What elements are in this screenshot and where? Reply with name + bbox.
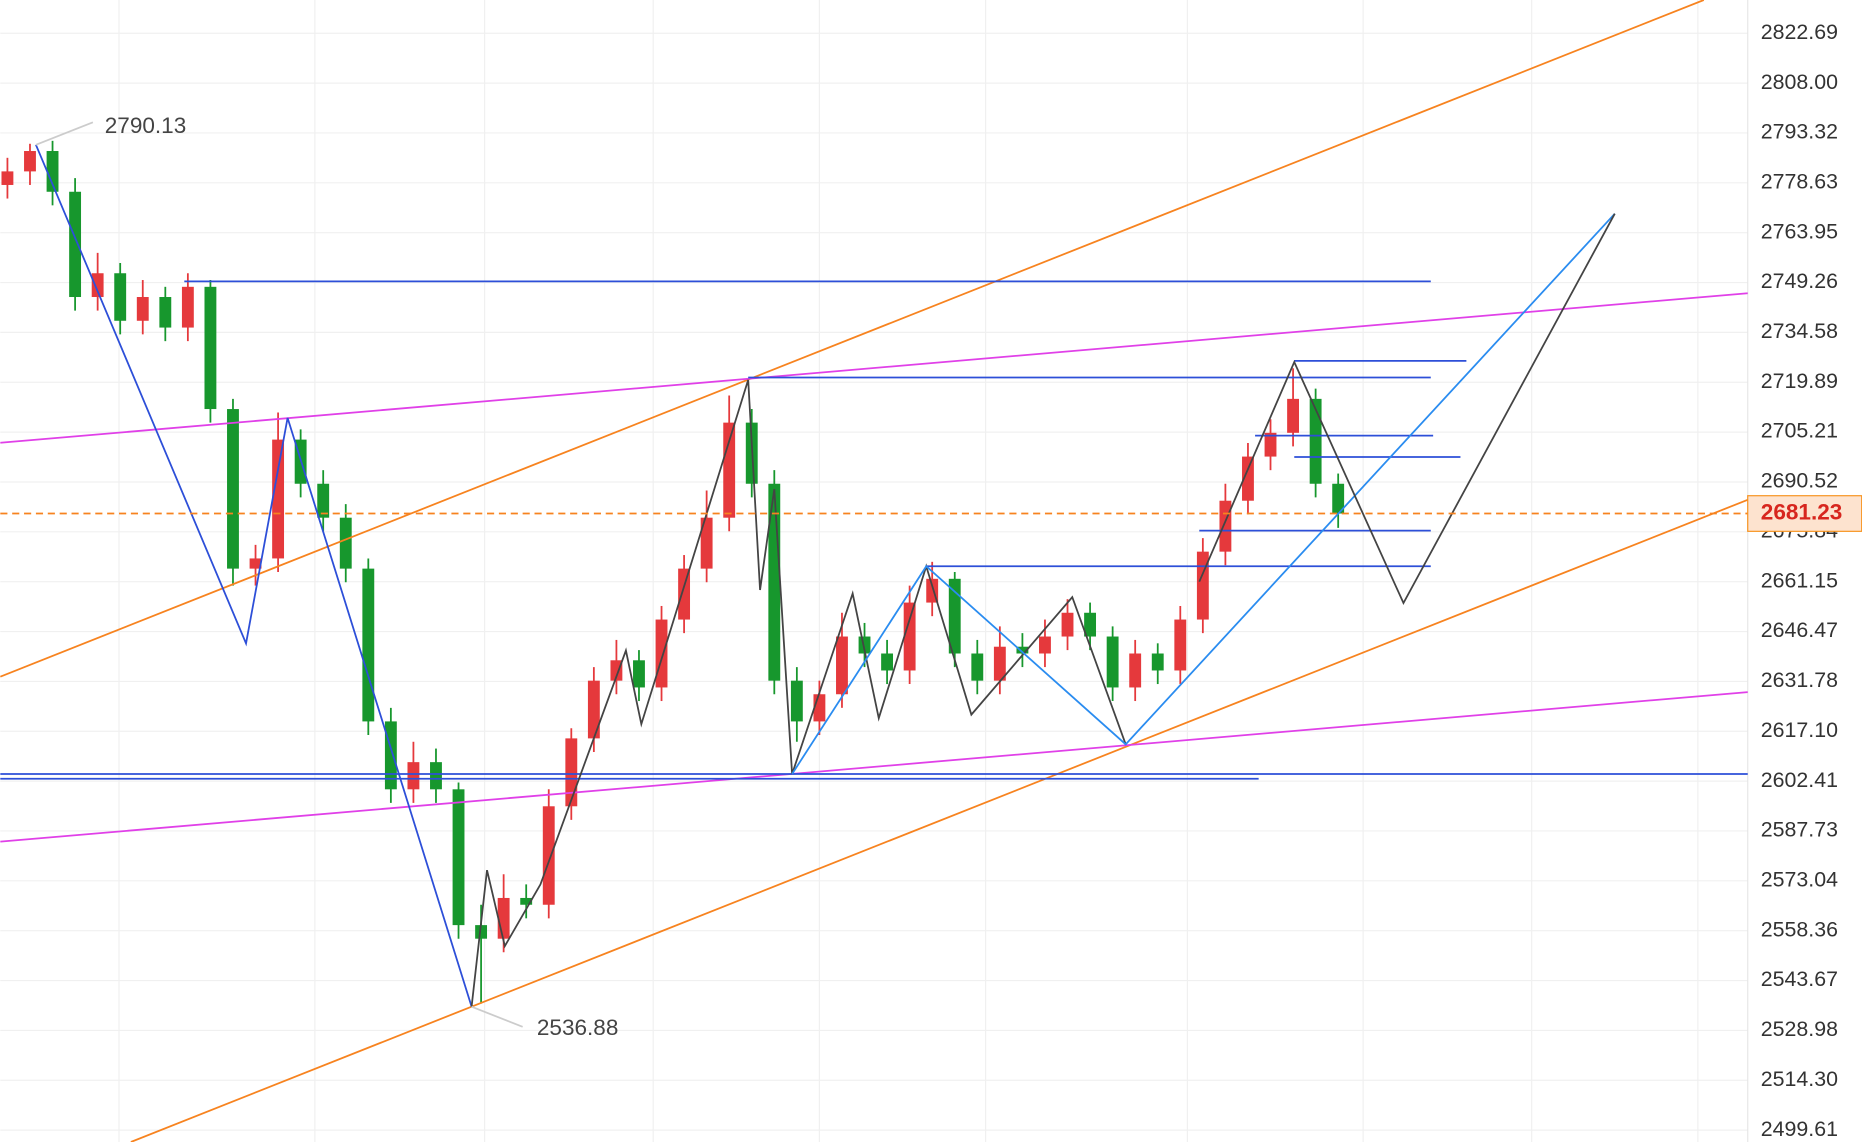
vertical-grid [118, 0, 1699, 1142]
grid [0, 32, 1748, 1131]
candle-body [1332, 483, 1345, 514]
y-tick-label: 2646.47 [1761, 618, 1838, 642]
y-tick-label: 2587.73 [1761, 818, 1838, 842]
candle-body [858, 636, 871, 654]
candle-body [204, 286, 217, 410]
candle-body [1242, 456, 1254, 501]
candles [1, 140, 1345, 1004]
candle-body [1016, 646, 1029, 654]
candle-body [610, 660, 623, 681]
candle-body [1309, 398, 1322, 484]
high-annotation: 2790.13 [105, 113, 187, 138]
y-tick-label: 2749.26 [1761, 269, 1838, 293]
candle-body [69, 191, 82, 298]
candle-body [1151, 653, 1164, 671]
y-tick-label: 2822.69 [1761, 20, 1838, 44]
candle-body [587, 680, 600, 739]
candle-body [317, 483, 330, 518]
candle-body [475, 925, 488, 939]
candle-body [520, 897, 533, 905]
candle-body [881, 653, 894, 671]
candle-body [497, 897, 510, 939]
candle-body [1219, 500, 1232, 552]
y-tick-label: 2631.78 [1761, 668, 1838, 692]
candle-body [948, 578, 961, 654]
candle-body [542, 806, 555, 905]
y-tick-label: 2573.04 [1761, 867, 1838, 891]
y-tick-label: 2808.00 [1761, 70, 1838, 94]
y-tick-label: 2514.30 [1761, 1067, 1838, 1091]
candle-body [1106, 636, 1119, 688]
y-tick-label: 2617.10 [1761, 718, 1838, 742]
y-tick-label: 2793.32 [1761, 120, 1838, 144]
candle-body [1196, 551, 1209, 620]
candle-body [903, 602, 916, 671]
low-annotation: 2536.88 [537, 1015, 619, 1040]
candle-body [1174, 619, 1187, 671]
candle-body [181, 286, 194, 328]
y-tick-label: 2734.58 [1761, 319, 1838, 343]
y-tick-label: 2690.52 [1761, 469, 1838, 493]
candle-body [159, 297, 172, 328]
candle-body [249, 558, 262, 569]
candle-body [227, 409, 239, 569]
current-price-label: 2681.23 [1761, 499, 1843, 524]
drawings [0, 0, 1749, 1143]
y-tick-label: 2719.89 [1761, 369, 1838, 393]
candle-body [633, 660, 645, 688]
y-tick-label: 2661.15 [1761, 568, 1838, 592]
candle-body [1129, 653, 1142, 688]
y-tick-label: 2499.61 [1761, 1117, 1838, 1141]
current-price-box [1747, 495, 1862, 532]
candle-body [790, 680, 803, 722]
candle-body [768, 483, 781, 681]
candle-body [1, 171, 14, 185]
candle-body [1264, 432, 1277, 457]
candle-body [1084, 612, 1097, 637]
candle-body [678, 568, 691, 620]
candle-body [272, 439, 285, 559]
candle-body [91, 273, 104, 298]
candle-body [926, 578, 939, 603]
candle-body [46, 151, 59, 192]
candle-body [836, 636, 848, 695]
candle-body [24, 151, 36, 172]
y-tick-label: 2528.98 [1761, 1017, 1838, 1041]
candle-body [565, 738, 578, 807]
candle-body [723, 422, 736, 518]
y-tick-label: 2558.36 [1761, 917, 1838, 941]
y-tick-label: 2778.63 [1761, 169, 1838, 193]
candle-body [407, 762, 420, 790]
y-tick-label: 2602.41 [1761, 768, 1838, 792]
y-tick-label: 2705.21 [1761, 419, 1838, 443]
candle-body [339, 517, 352, 569]
candle-body [971, 653, 984, 681]
candle-body [1287, 398, 1300, 433]
candle-body [136, 297, 149, 321]
candle-body [114, 273, 127, 321]
candle-body [1061, 612, 1074, 637]
candle-body [993, 646, 1006, 681]
candle-body [362, 568, 375, 722]
y-tick-label: 2543.67 [1761, 967, 1838, 991]
candle-body [813, 694, 826, 722]
candle-body [430, 762, 442, 790]
candle-body [1039, 636, 1051, 654]
candle-body [452, 789, 465, 926]
candle-body [384, 721, 397, 790]
candle-body [655, 619, 668, 688]
y-tick-label: 2763.95 [1761, 219, 1838, 243]
price-axis: 2822.69 2808.00 2793.32 2778.63 2763.95 2749.… [1761, 20, 1838, 1141]
candle-body [700, 517, 713, 569]
